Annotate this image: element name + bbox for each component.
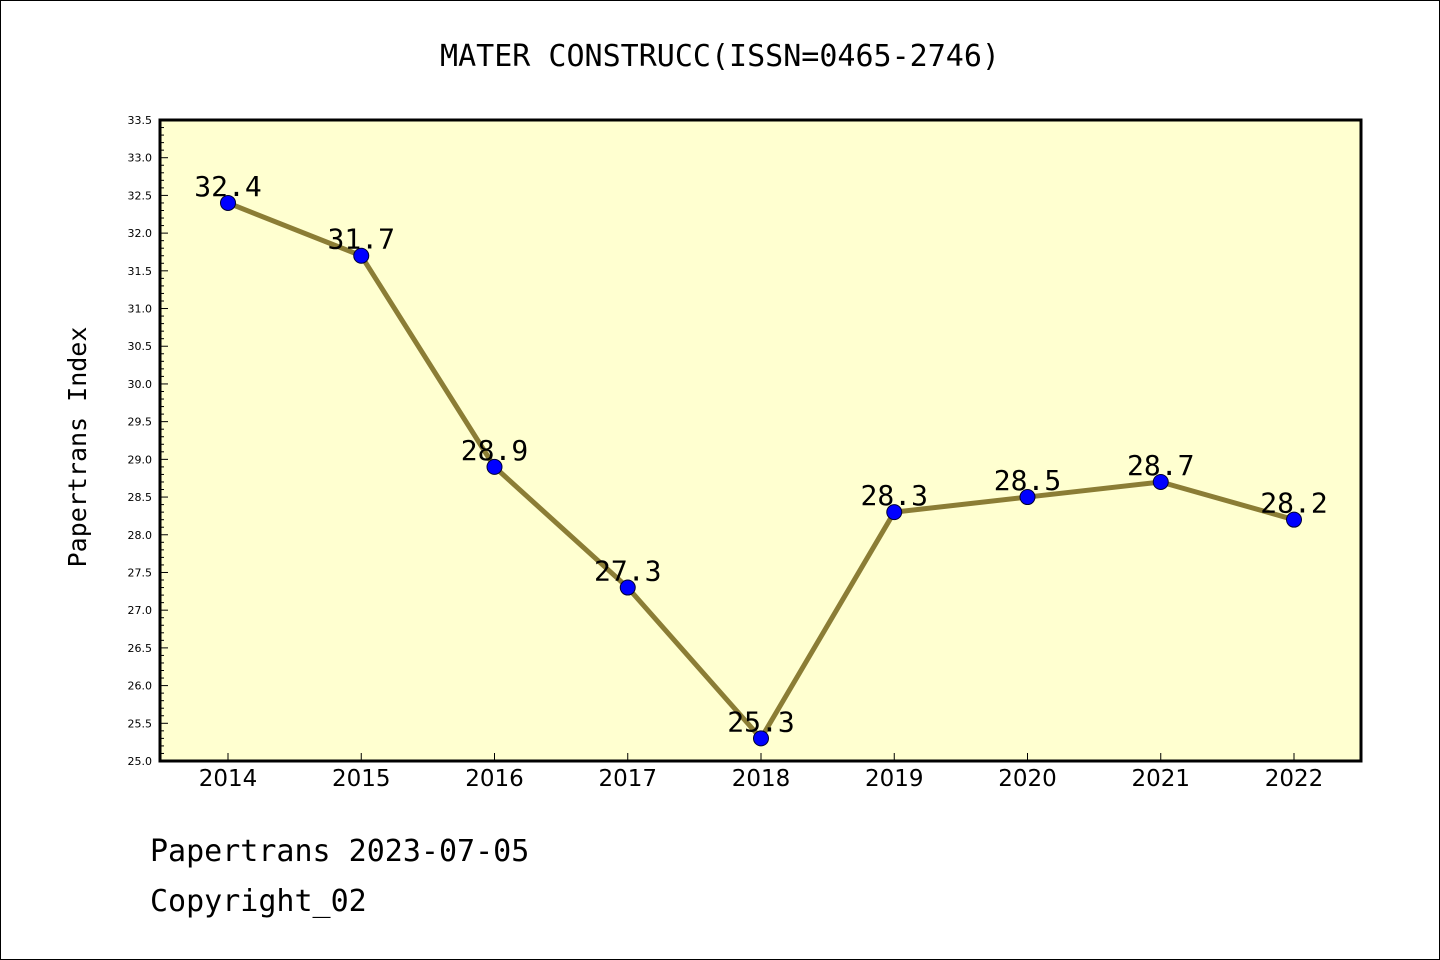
y-tick-label: 28.0 [128, 529, 153, 542]
x-tick-label: 2022 [1265, 766, 1324, 792]
y-tick-label: 26.5 [128, 642, 153, 655]
y-tick-label: 29.5 [128, 416, 153, 429]
x-tick-label: 2020 [998, 766, 1057, 792]
x-tick-label: 2016 [465, 766, 524, 792]
data-label-2019: 28.3 [861, 479, 928, 512]
y-tick-label: 27.0 [128, 604, 153, 617]
data-point-2017 [619, 579, 636, 596]
x-tick-label: 2018 [732, 766, 791, 792]
data-point-2018 [753, 730, 769, 747]
x-axis: 2014 2015 2016 2017 2018 2019 2020 2021 2022 [199, 753, 1324, 792]
y-tick-label: 25.0 [128, 755, 153, 768]
data-point-2019 [886, 504, 903, 521]
data-label-2018: 25.3 [727, 705, 794, 738]
y-tick-label: 32.5 [128, 189, 153, 202]
x-tick-label: 2015 [332, 766, 391, 792]
y-tick-label: 33.0 [128, 152, 153, 165]
y-tick-label: 28.5 [128, 491, 153, 504]
y-tick-label: 30.5 [128, 340, 153, 353]
plot-border [158, 118, 1363, 763]
chart-title: MATER CONSTRUCC(ISSN=0465-2746) [440, 39, 1000, 74]
data-markers [220, 194, 1302, 747]
data-point-2021 [1152, 473, 1169, 490]
data-point-2020 [1019, 489, 1036, 506]
data-label-2015: 31.7 [328, 223, 395, 256]
x-tick-label: 2017 [598, 766, 657, 792]
y-axis: 25.0 25.5 26.0 26.5 27.0 27.5 28.0 28.5 29.0 29.5… [128, 114, 168, 768]
plot-area [160, 120, 1361, 761]
data-label-2017: 27.3 [594, 555, 661, 588]
y-tick-label: 26.0 [128, 680, 153, 693]
y-tick-label: 25.5 [128, 717, 153, 730]
y-tick-label: 33.5 [128, 114, 153, 127]
data-point-2016 [486, 458, 503, 475]
data-label-2020: 28.5 [994, 464, 1061, 497]
data-label-2014: 32.4 [194, 170, 261, 203]
y-tick-label: 27.5 [128, 566, 153, 579]
x-tick-label: 2019 [865, 766, 924, 792]
data-labels: 32.4 31.7 28.9 27.3 25.3 28.3 28.5 28.7 28.2 [194, 170, 1327, 738]
y-tick-label: 30.0 [128, 378, 153, 391]
x-tick-label: 2021 [1131, 766, 1190, 792]
y-tick-label: 29.0 [128, 453, 153, 466]
footer-copyright: Copyright_02 [150, 884, 367, 919]
x-tick-label: 2014 [199, 766, 258, 792]
y-tick-label: 31.5 [128, 265, 153, 278]
y-tick-label: 32.0 [128, 227, 153, 240]
data-label-2021: 28.7 [1127, 449, 1194, 482]
data-label-2022: 28.2 [1260, 487, 1327, 520]
data-point-2014 [220, 194, 236, 211]
footer-date: Papertrans 2023-07-05 [150, 834, 530, 869]
data-label-2016: 28.9 [461, 434, 528, 467]
y-axis-label: Papertrans Index [63, 327, 92, 568]
data-point-2015 [353, 247, 370, 264]
y-tick-label: 31.0 [128, 303, 153, 316]
data-point-2022 [1286, 511, 1302, 528]
